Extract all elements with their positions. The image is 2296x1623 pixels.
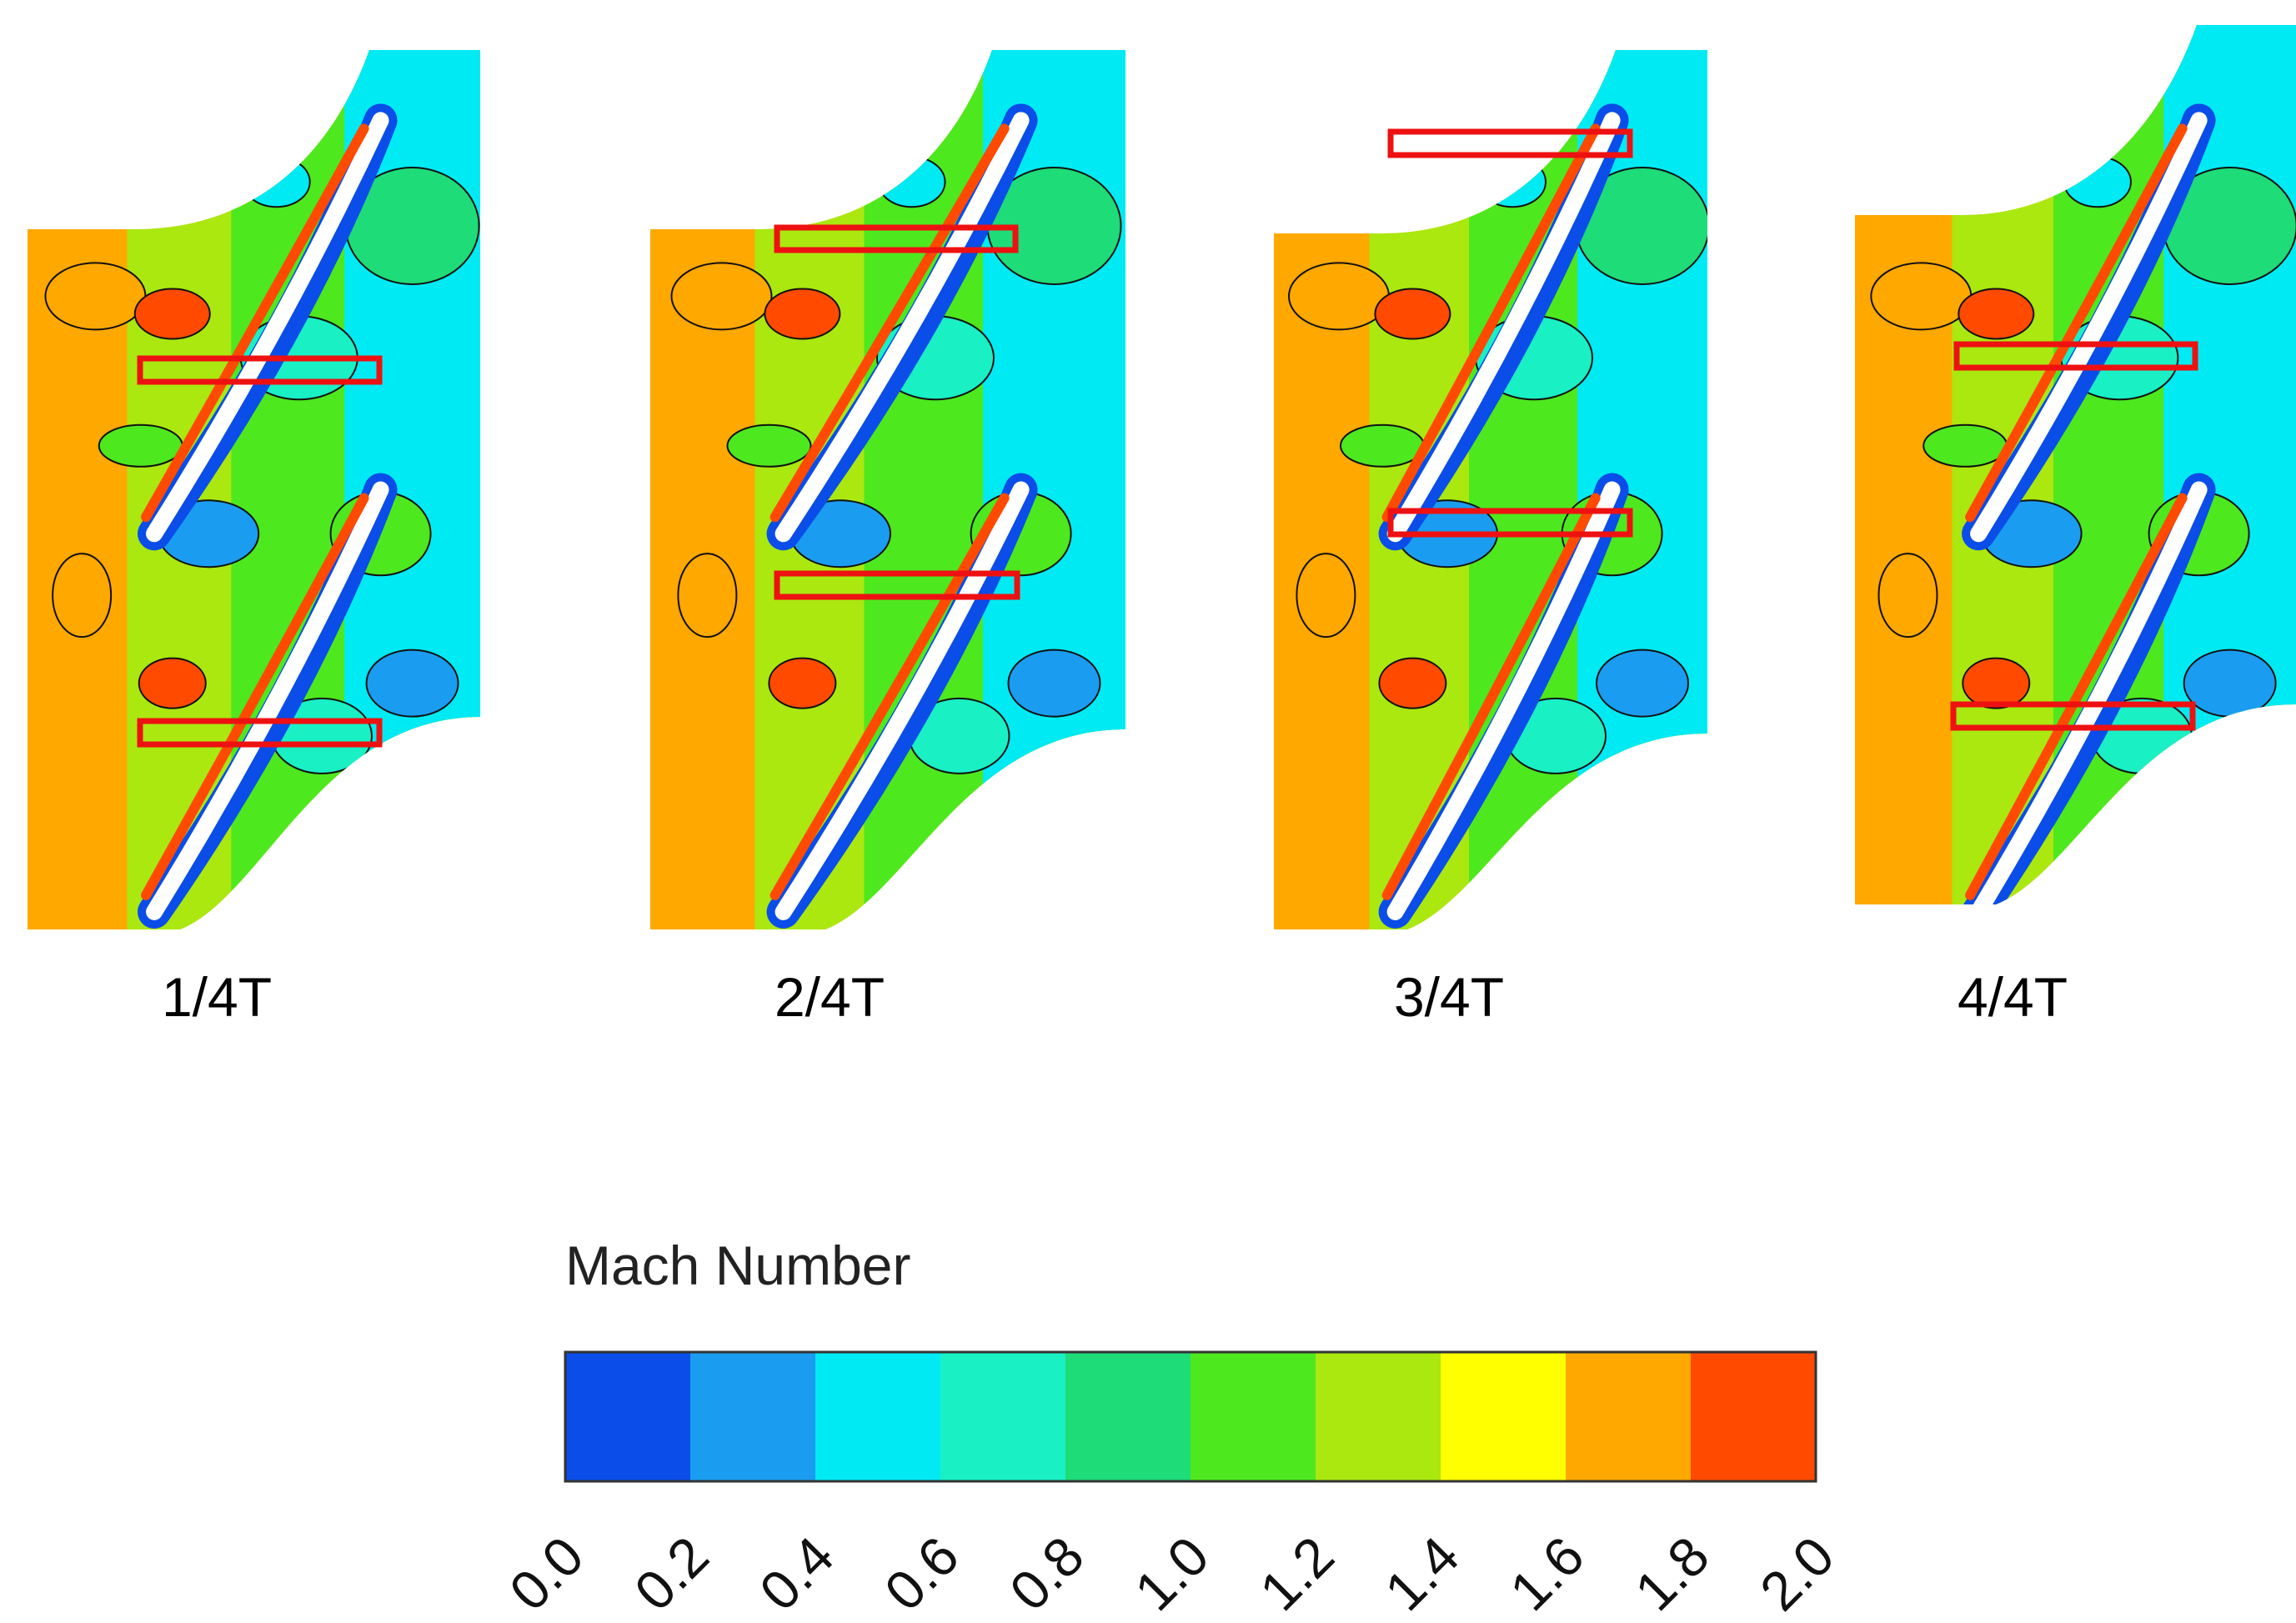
colorbar-segment [565,1352,691,1481]
contour-region [1877,553,1938,639]
colorbar-segment [1441,1352,1567,1481]
contour-region [677,553,738,639]
figure: 1/4T 2/4T 3/4T 4/4T Mach Number 0.0 0.2 0.… [28,25,2296,1622]
contour-region [44,262,147,331]
contour-region [52,553,113,639]
snapshot-label-1: 1/4T [161,966,273,1028]
highlight-box-1 [1953,341,2198,371]
snapshot-label-2: 2/4T [774,966,885,1028]
highlight-box-2 [774,570,1020,600]
highlight-box-1 [774,224,1019,253]
contour-figure [28,25,2296,1483]
contour-region [365,649,459,718]
contour-region [1478,156,1547,208]
colorbar-segment [940,1352,1066,1481]
contour-region [877,156,946,208]
blade-pressure-zone [1965,123,2188,523]
colorbar [564,1350,1817,1483]
blade [1970,112,2208,543]
contour-region [242,156,311,208]
contour-region [764,288,841,340]
blade-pressure-zone [770,123,1010,523]
contour-region [670,262,773,331]
blade [1970,481,2208,904]
highlight-box-2 [1950,701,2196,731]
contour-region [2063,156,2132,208]
snapshot-label-3: 3/4T [1393,966,1505,1028]
colorbar-segment [1191,1352,1316,1481]
colorbar-segment [690,1352,816,1481]
colorbar-frame [564,1350,1817,1483]
snapshot-label-4: 4/4T [1957,966,2068,1028]
colorbar-segment [1691,1352,1817,1481]
contour-region [1296,553,1356,639]
colorbar-segment [1316,1352,1441,1481]
contour-region [1007,649,1101,718]
contour-panel-4 [1855,25,2296,904]
blade [775,112,1030,543]
highlight-box-2 [1387,508,1633,538]
contour-region [98,423,183,468]
blade-pressure-zone [1381,493,1601,900]
blade-pressure-zone [1381,123,1601,523]
colorbar-segment [1566,1352,1692,1481]
contour-region [1596,649,1689,718]
contour-region [726,423,812,468]
highlight-box-2 [137,718,383,748]
contour-region [2183,649,2277,718]
contour-region [138,657,207,709]
blade [775,481,1030,920]
blade-pressure-zone [770,493,1010,900]
highlight-box-1 [1387,128,1633,158]
colorbar-segment [1065,1352,1191,1481]
contour-region [1374,288,1451,340]
blade-pressure-zone [141,123,369,523]
contour-region [1962,657,2031,709]
legend-title: Mach Number [565,1235,911,1296]
contour-region [1340,423,1425,468]
blade [1386,112,1621,543]
blade [146,481,389,920]
contour-region [1288,262,1390,331]
contour-region [768,657,837,709]
contour-region [1870,262,1973,331]
contour-region [1958,288,2035,340]
contour-region [1378,657,1447,709]
blade [146,112,389,543]
blade-pressure-zone [1965,493,2188,900]
blade-pressure-zone [141,493,369,900]
contour-region [1923,423,2008,468]
blade [1386,481,1621,920]
colorbar-segment [815,1352,941,1481]
highlight-box-1 [137,355,383,385]
contour-region [133,288,211,340]
